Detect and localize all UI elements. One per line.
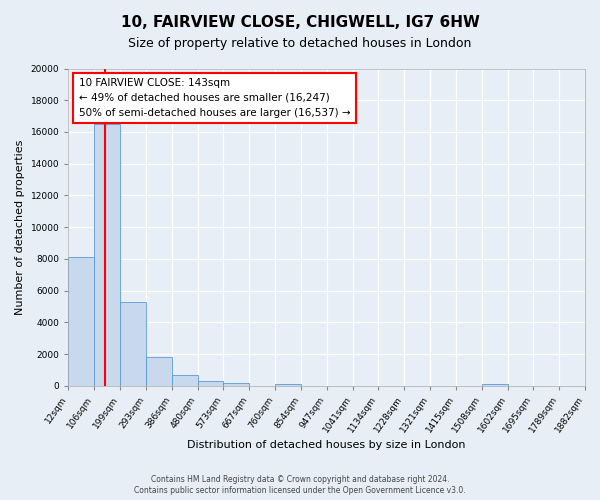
X-axis label: Distribution of detached houses by size in London: Distribution of detached houses by size … xyxy=(187,440,466,450)
Bar xyxy=(94,124,120,386)
Bar xyxy=(275,384,301,386)
Bar xyxy=(146,357,172,386)
Text: 10 FAIRVIEW CLOSE: 143sqm
← 49% of detached houses are smaller (16,247)
50% of s: 10 FAIRVIEW CLOSE: 143sqm ← 49% of detac… xyxy=(79,78,350,118)
Bar xyxy=(120,302,146,386)
Text: Contains HM Land Registry data © Crown copyright and database right 2024.: Contains HM Land Registry data © Crown c… xyxy=(151,475,449,484)
Y-axis label: Number of detached properties: Number of detached properties xyxy=(15,140,25,315)
Text: Contains public sector information licensed under the Open Government Licence v3: Contains public sector information licen… xyxy=(134,486,466,495)
Text: 10, FAIRVIEW CLOSE, CHIGWELL, IG7 6HW: 10, FAIRVIEW CLOSE, CHIGWELL, IG7 6HW xyxy=(121,15,479,30)
Text: Size of property relative to detached houses in London: Size of property relative to detached ho… xyxy=(128,38,472,51)
Bar xyxy=(172,374,197,386)
Bar xyxy=(223,384,250,386)
Bar xyxy=(482,384,508,386)
Bar xyxy=(68,258,94,386)
Bar xyxy=(197,381,223,386)
